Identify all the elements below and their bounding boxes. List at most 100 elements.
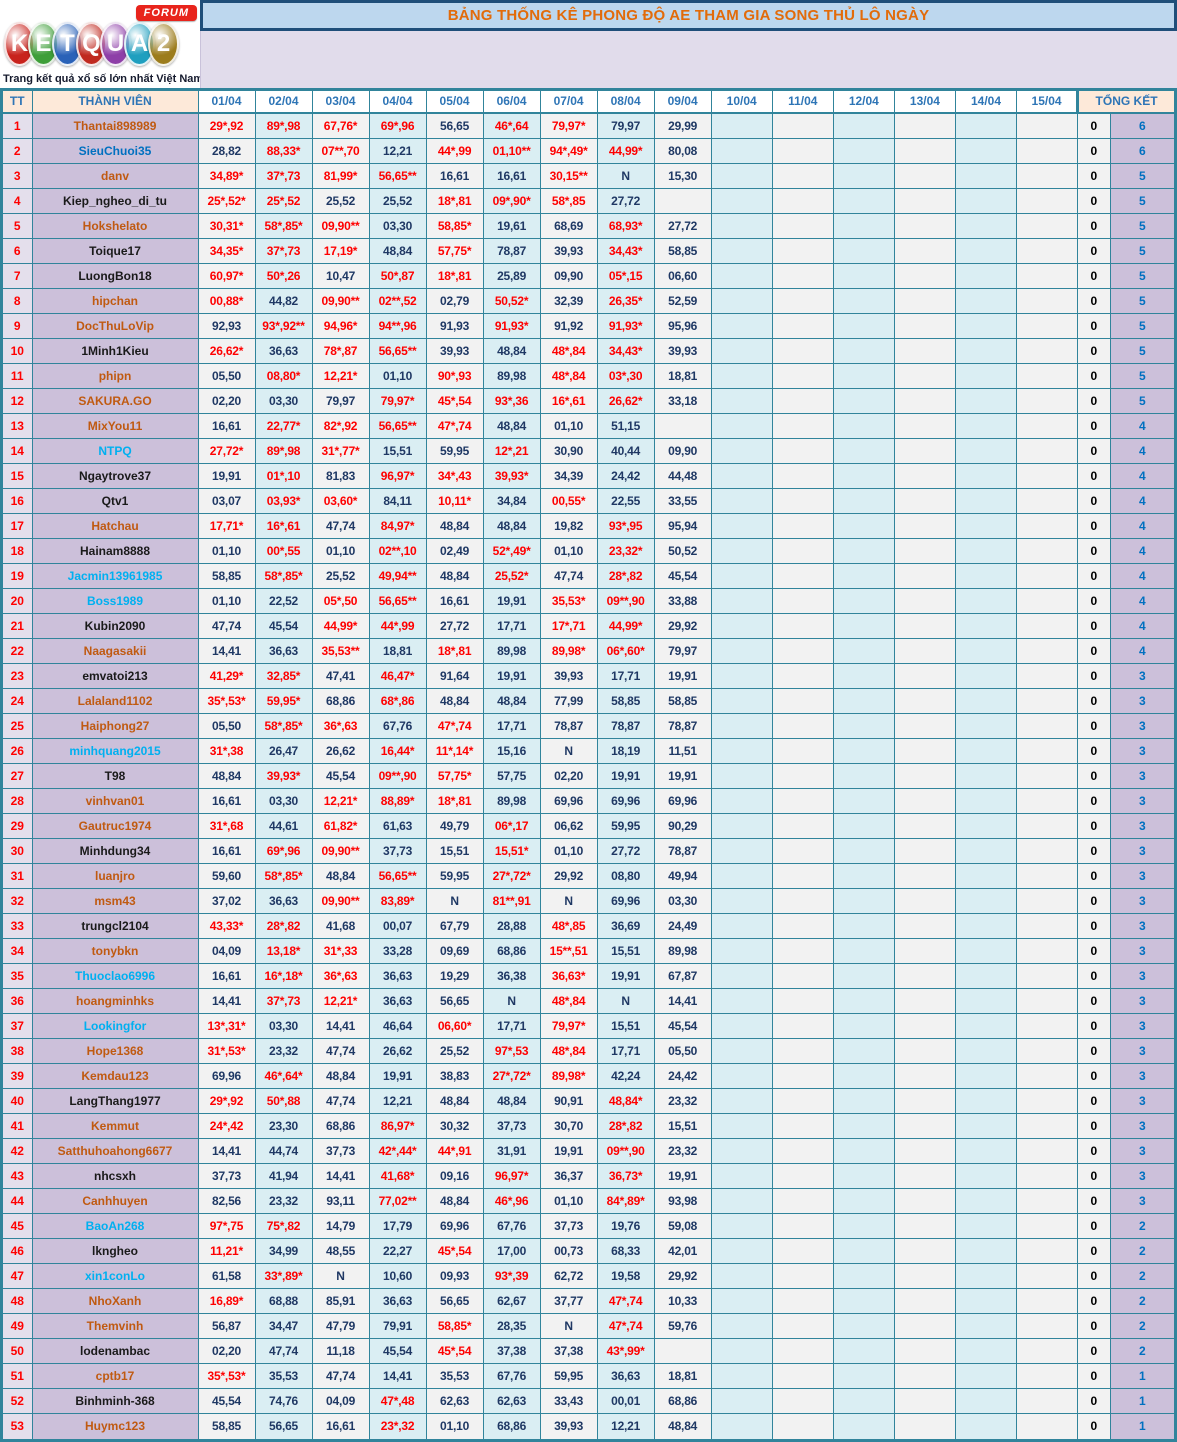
score-cell: N xyxy=(311,1262,370,1289)
score-cell: 22,27 xyxy=(368,1237,427,1264)
row-index: 29 xyxy=(1,812,33,839)
score-cell: 48,84 xyxy=(368,237,427,264)
score-cell: 91,93* xyxy=(596,312,655,339)
member-row: 20 Boss1989 01,10 22,52 05*,50 56,65** 16,61 19… xyxy=(1,587,1177,614)
score-cell: 16*,61 xyxy=(254,512,313,539)
score-cell-empty xyxy=(710,1387,773,1414)
score-cell-empty xyxy=(771,362,834,389)
zero-cell: 0 xyxy=(1077,1237,1111,1264)
score-cell: 35,53 xyxy=(425,1362,484,1389)
score-cell: 36,63 xyxy=(368,962,427,989)
score-cell: 45,54 xyxy=(653,1012,712,1039)
score-cell: 28*,82 xyxy=(254,912,313,939)
score-cell-empty xyxy=(832,1287,895,1314)
score-cell: 56,65 xyxy=(254,1412,313,1442)
score-cell-empty xyxy=(710,487,773,514)
score-cell: 15,51 xyxy=(596,1012,655,1039)
score-cell: 29,99 xyxy=(653,112,712,139)
score-cell: 68,33 xyxy=(596,1237,655,1264)
score-cell-empty xyxy=(954,1037,1018,1064)
member-name: Ngaytrove37 xyxy=(31,462,199,489)
score-cell-empty xyxy=(1016,937,1079,964)
score-cell-empty xyxy=(771,137,834,164)
score-cell-empty xyxy=(1016,787,1079,814)
score-cell: 19,91 xyxy=(482,662,541,689)
score-cell-empty xyxy=(771,862,834,889)
score-cell: 36,63 xyxy=(368,987,427,1014)
score-cell: 26,62 xyxy=(311,737,370,764)
score-cell: 84*,89* xyxy=(596,1187,655,1214)
score-cell: 43,33* xyxy=(197,912,256,939)
score-cell: 58,85 xyxy=(197,1412,256,1442)
score-cell-empty xyxy=(954,987,1018,1014)
score-cell: 79,97 xyxy=(653,637,712,664)
score-cell: 35,53 xyxy=(254,1362,313,1389)
score-cell: 10,60 xyxy=(368,1262,427,1289)
member-name: danv xyxy=(31,162,199,189)
score-cell: 48,84* xyxy=(596,1087,655,1114)
score-cell-empty xyxy=(1016,262,1079,289)
score-cell: 37*,73 xyxy=(254,237,313,264)
score-cell: 48,84 xyxy=(482,687,541,714)
row-index: 45 xyxy=(1,1212,33,1239)
score-cell: 26,62* xyxy=(596,387,655,414)
score-cell-empty xyxy=(832,712,895,739)
member-name: cptb17 xyxy=(31,1362,199,1389)
score-cell: 67,79 xyxy=(425,912,484,939)
score-cell: 25*,52 xyxy=(254,187,313,214)
score-cell-empty xyxy=(832,512,895,539)
score-cell: 25,52 xyxy=(311,562,370,589)
score-cell: 97*,75 xyxy=(197,1212,256,1239)
score-cell: 94,96* xyxy=(311,312,370,339)
score-cell: 68,86 xyxy=(482,1412,541,1442)
col-header-date: 05/04 xyxy=(425,89,484,114)
score-cell: 07**,70 xyxy=(311,137,370,164)
score-cell-empty xyxy=(771,737,834,764)
score-cell: 37,73 xyxy=(482,1112,541,1139)
zero-cell: 0 xyxy=(1077,712,1111,739)
table-header-row: TT THÀNH VIÊN 01/04 02/04 03/04 04/04 05/04 0… xyxy=(1,89,1176,114)
score-cell: 88,89* xyxy=(368,787,427,814)
score-cell: 48,84 xyxy=(311,862,370,889)
zero-cell: 0 xyxy=(1077,562,1111,589)
score-cell-empty xyxy=(710,312,773,339)
row-index: 15 xyxy=(1,462,33,489)
score-cell: 33,28 xyxy=(368,937,427,964)
score-cell: 06,60* xyxy=(425,1012,484,1039)
member-row: 40 LangThang1977 29*,92 50*,88 47,74 12,21 48,… xyxy=(1,1087,1177,1114)
score-cell: 05,50 xyxy=(197,712,256,739)
score-cell-empty xyxy=(954,262,1018,289)
score-cell-empty xyxy=(893,1237,956,1264)
row-index: 1 xyxy=(1,112,33,139)
score-cell: 34,89* xyxy=(197,162,256,189)
score-cell: 48,84 xyxy=(425,1087,484,1114)
score-cell-empty xyxy=(954,1187,1018,1214)
score-cell: 01*,10 xyxy=(254,462,313,489)
score-cell: 80,08 xyxy=(653,137,712,164)
score-cell-empty xyxy=(893,462,956,489)
score-cell: 35*,53* xyxy=(197,687,256,714)
zero-cell: 0 xyxy=(1077,987,1111,1014)
score-cell: 68,88 xyxy=(254,1287,313,1314)
col-header-tt: TT xyxy=(1,89,33,114)
score-cell-empty xyxy=(771,1112,834,1139)
score-cell-empty xyxy=(832,637,895,664)
score-cell-empty xyxy=(710,1337,773,1364)
score-cell: 06,60 xyxy=(653,262,712,289)
score-cell: 25,89 xyxy=(482,262,541,289)
score-cell-empty xyxy=(710,912,773,939)
score-cell: 36,69 xyxy=(596,912,655,939)
score-cell: 50*,88 xyxy=(254,1087,313,1114)
score-cell: 46*,96 xyxy=(482,1187,541,1214)
score-cell-empty xyxy=(710,1187,773,1214)
score-cell-empty xyxy=(771,1162,834,1189)
score-cell-empty xyxy=(893,1012,956,1039)
score-cell: 15,51 xyxy=(596,937,655,964)
score-cell: 18*,81 xyxy=(425,637,484,664)
score-cell-empty xyxy=(771,1012,834,1039)
score-cell-empty xyxy=(832,1187,895,1214)
score-cell-empty xyxy=(771,587,834,614)
score-cell: 09**,90 xyxy=(368,762,427,789)
score-cell: 19,91 xyxy=(653,1162,712,1189)
